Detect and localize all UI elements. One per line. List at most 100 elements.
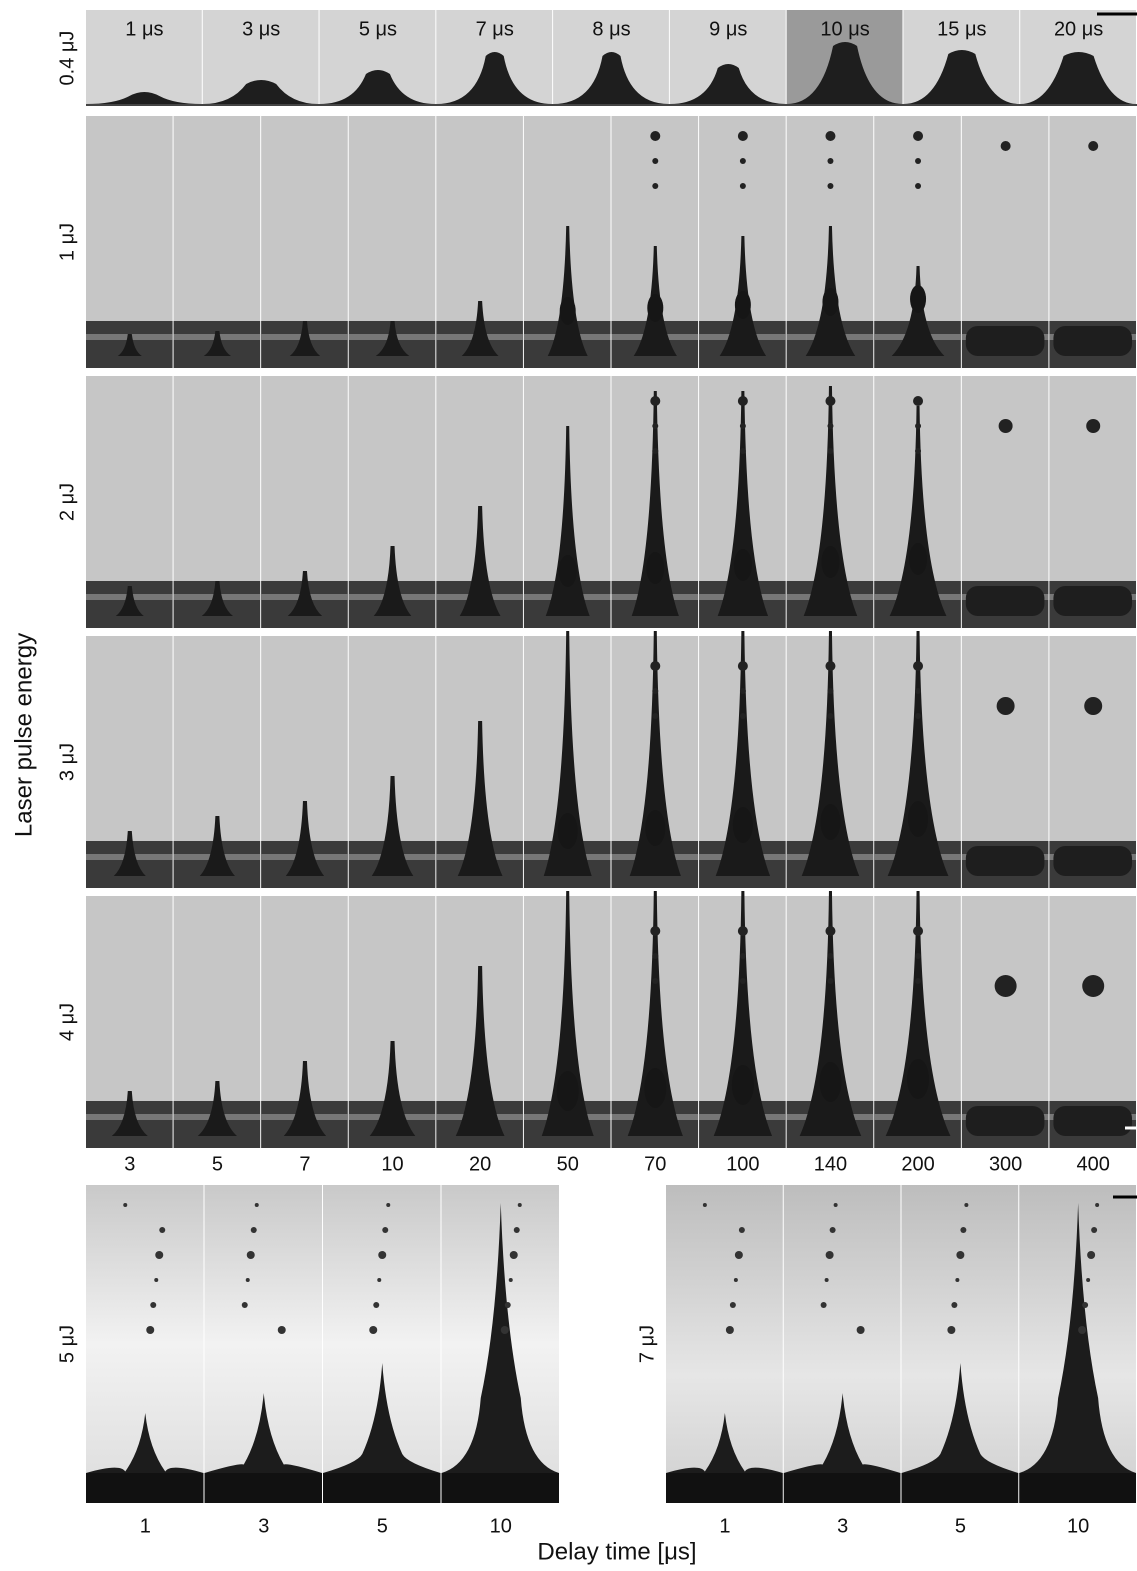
time-label: 5 μs bbox=[359, 18, 397, 40]
jet-bulb bbox=[732, 807, 753, 843]
jet bbox=[287, 571, 323, 616]
energy-label: 5 μJ bbox=[56, 1325, 78, 1363]
jet bbox=[803, 386, 858, 616]
droplet bbox=[955, 1278, 960, 1282]
puddle bbox=[965, 1106, 1045, 1136]
droplet bbox=[913, 926, 924, 936]
droplet bbox=[650, 926, 661, 936]
droplet bbox=[146, 1326, 155, 1334]
time-label: 140 bbox=[814, 1153, 847, 1175]
jet-bulb bbox=[822, 288, 839, 316]
energy-label: 0.4 μJ bbox=[56, 31, 78, 86]
jet bbox=[457, 721, 503, 876]
droplet bbox=[246, 1251, 255, 1259]
droplet bbox=[915, 688, 922, 694]
liquid bbox=[786, 42, 903, 104]
time-label: 9 μs bbox=[709, 18, 747, 40]
jet bbox=[887, 631, 949, 876]
droplet bbox=[947, 1326, 956, 1334]
jet-bulb bbox=[556, 1071, 579, 1111]
droplet bbox=[652, 158, 659, 164]
jet bbox=[203, 331, 231, 356]
droplet bbox=[159, 1227, 166, 1233]
time-label: 3 bbox=[124, 1153, 135, 1175]
time-label: 10 μs bbox=[820, 18, 869, 40]
droplet bbox=[825, 926, 836, 936]
droplet bbox=[733, 1278, 738, 1282]
droplet bbox=[951, 1302, 958, 1308]
droplet bbox=[378, 1251, 387, 1259]
puddle bbox=[965, 846, 1045, 876]
droplet bbox=[652, 713, 659, 719]
jet bbox=[629, 631, 681, 876]
droplet bbox=[739, 713, 746, 719]
y-axis-label: Laser pulse energy bbox=[10, 633, 37, 837]
jet bbox=[371, 776, 414, 876]
time-label: 1 μs bbox=[125, 18, 163, 40]
droplet bbox=[650, 131, 661, 141]
droplet bbox=[825, 1251, 834, 1259]
jet-bulb bbox=[731, 1065, 754, 1105]
substrate bbox=[441, 1473, 559, 1503]
liquid bbox=[1020, 52, 1136, 104]
time-label: 400 bbox=[1077, 1153, 1110, 1175]
time-label: 10 bbox=[1067, 1515, 1089, 1537]
droplet bbox=[245, 1278, 250, 1282]
time-label: 3 μs bbox=[242, 18, 280, 40]
droplet bbox=[1087, 1251, 1096, 1259]
jet bbox=[545, 426, 590, 616]
jet bbox=[204, 1393, 322, 1473]
droplet bbox=[702, 1203, 707, 1207]
jet-bulb bbox=[557, 813, 578, 849]
jet-bulb bbox=[821, 546, 840, 578]
liquid bbox=[553, 52, 669, 104]
droplet bbox=[652, 688, 659, 694]
droplet bbox=[827, 713, 834, 719]
droplet bbox=[1088, 141, 1099, 151]
droplet bbox=[725, 1326, 734, 1334]
jet-bulb bbox=[559, 297, 576, 325]
droplet bbox=[739, 978, 746, 984]
bottom-edge bbox=[86, 104, 1137, 106]
puddle bbox=[965, 326, 1045, 356]
droplet bbox=[1000, 141, 1011, 151]
jet bbox=[201, 581, 233, 616]
liquid bbox=[202, 80, 319, 104]
droplet bbox=[739, 158, 746, 164]
droplet bbox=[827, 183, 834, 189]
jet bbox=[885, 891, 951, 1136]
time-label: 20 bbox=[469, 1153, 491, 1175]
droplet bbox=[508, 1278, 513, 1282]
droplet bbox=[155, 1251, 164, 1259]
time-label: 10 bbox=[490, 1515, 512, 1537]
droplet bbox=[827, 978, 834, 984]
frame bbox=[86, 10, 202, 106]
droplet bbox=[913, 396, 924, 406]
jet bbox=[117, 334, 142, 356]
time-label: 100 bbox=[726, 1153, 759, 1175]
droplet bbox=[250, 1227, 257, 1233]
time-label: 200 bbox=[901, 1153, 934, 1175]
droplet bbox=[998, 419, 1013, 433]
jet-bulb bbox=[909, 543, 928, 575]
jet bbox=[541, 891, 594, 1136]
droplet bbox=[827, 688, 834, 694]
jet bbox=[113, 831, 146, 876]
liquid bbox=[86, 92, 202, 104]
puddle bbox=[965, 586, 1045, 616]
droplet bbox=[509, 1251, 518, 1259]
jet-bulb bbox=[819, 1062, 842, 1102]
jet bbox=[713, 891, 773, 1136]
droplet bbox=[915, 953, 922, 959]
droplet bbox=[729, 1302, 736, 1308]
jet bbox=[715, 631, 771, 876]
puddle bbox=[1053, 846, 1132, 876]
jet bbox=[547, 226, 588, 356]
droplet bbox=[739, 953, 746, 959]
energy-label: 1 μJ bbox=[56, 223, 78, 261]
substrate bbox=[666, 1473, 783, 1503]
droplet bbox=[739, 448, 746, 454]
jet bbox=[717, 391, 769, 616]
substrate bbox=[323, 1473, 441, 1503]
